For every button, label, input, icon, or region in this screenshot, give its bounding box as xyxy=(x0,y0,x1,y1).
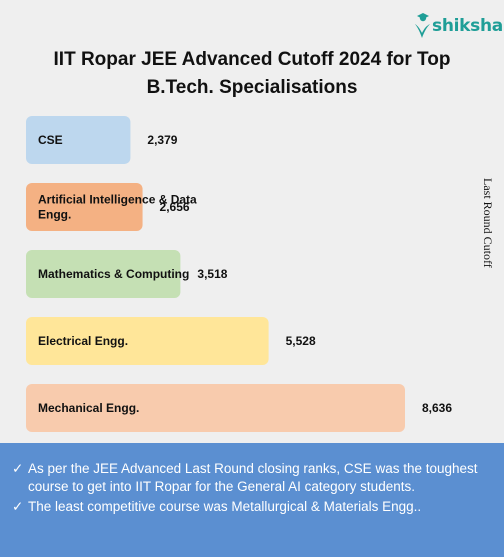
value-label: 2,656 xyxy=(160,200,190,214)
bar-4 xyxy=(26,384,405,432)
value-label: 2,379 xyxy=(147,133,177,147)
category-label: Mechanical Engg. xyxy=(38,401,139,415)
shiksha-logo-text: shiksha xyxy=(432,16,503,36)
notes-panel: ✓ As per the JEE Advanced Last Round clos… xyxy=(0,443,504,557)
note-text: As per the JEE Advanced Last Round closi… xyxy=(28,461,478,494)
category-label: Artificial Intelligence & Data Engg. xyxy=(38,193,197,222)
check-mark-icon: ✓ xyxy=(12,499,24,514)
value-label: 3,518 xyxy=(197,267,227,281)
axis-label: Last Round Cutoff xyxy=(481,178,495,268)
value-label: 5,528 xyxy=(286,334,316,348)
bar-chart: CSE 2,379 Artificial Intelligence & Data En… xyxy=(26,116,452,432)
shiksha-logo-icon xyxy=(415,13,430,38)
value-label: 8,636 xyxy=(422,401,452,415)
note-text: The least competitive course was Metallu… xyxy=(28,499,422,514)
note-item: ✓ As per the JEE Advanced Last Round clos… xyxy=(12,460,488,496)
category-label: Mathematics & Computing xyxy=(38,267,189,281)
bar-0 xyxy=(26,116,131,164)
bar-2 xyxy=(26,250,181,298)
bar-1 xyxy=(26,183,143,231)
category-label: CSE xyxy=(38,133,63,147)
shiksha-logo: shiksha xyxy=(410,8,503,44)
chart-title: IIT Ropar JEE Advanced Cutoff 2024 for T… xyxy=(53,49,451,98)
check-mark-icon: ✓ xyxy=(12,461,24,476)
note-item: ✓ The least competitive course was Metall… xyxy=(12,498,488,516)
bar-3 xyxy=(26,317,269,365)
category-label: Electrical Engg. xyxy=(38,334,128,348)
